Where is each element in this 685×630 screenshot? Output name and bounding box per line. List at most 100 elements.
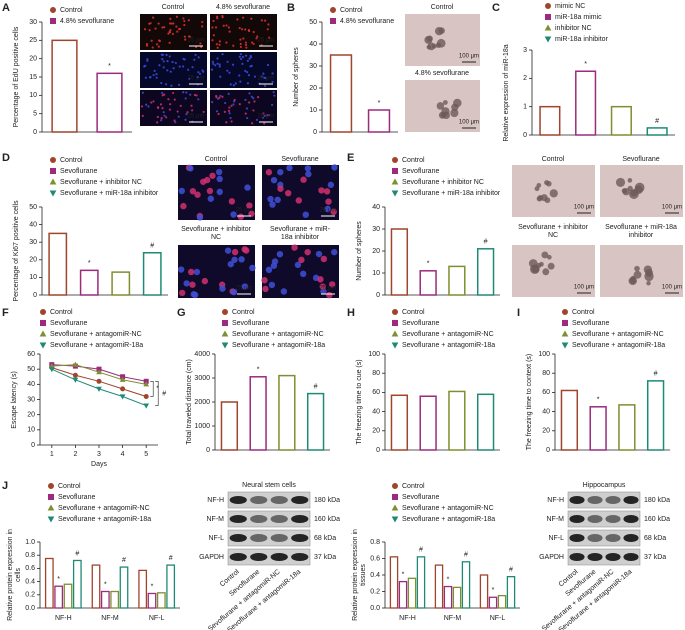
blot-band bbox=[569, 553, 585, 561]
blot-strip bbox=[567, 491, 641, 509]
panel-letter: A bbox=[2, 2, 10, 14]
cell-dot bbox=[260, 19, 263, 22]
blot-band bbox=[291, 534, 309, 542]
cell-dot bbox=[160, 117, 163, 120]
cell-dot bbox=[239, 42, 242, 46]
cell-dot bbox=[239, 38, 242, 41]
cell-dot bbox=[190, 104, 193, 107]
cell-dot bbox=[256, 35, 259, 38]
cell-dot bbox=[274, 196, 281, 204]
cell-dot bbox=[140, 105, 144, 108]
sphere-cell bbox=[541, 251, 549, 259]
cell-dot bbox=[263, 84, 267, 87]
cell-dot bbox=[247, 29, 251, 33]
blot-band bbox=[270, 496, 288, 504]
legend-label: Sevoflurane + miR-18a inhibitor bbox=[402, 190, 501, 197]
legend-label: 4.8% sevoflurane bbox=[60, 18, 114, 25]
significance-mark: * bbox=[257, 367, 260, 374]
cell-dot bbox=[231, 63, 235, 66]
cell-dot bbox=[233, 100, 236, 103]
cell-dot bbox=[246, 82, 250, 85]
cell-dot bbox=[214, 26, 218, 29]
cell-dot bbox=[201, 20, 204, 24]
cell-dot bbox=[272, 91, 275, 94]
cell-dot bbox=[300, 270, 307, 278]
x-tick-label: 3 bbox=[97, 451, 101, 458]
y-tick-label: 10 bbox=[309, 107, 317, 114]
bar bbox=[138, 569, 148, 609]
cell-dot bbox=[168, 22, 172, 25]
legend-marker bbox=[561, 330, 569, 337]
bar bbox=[249, 376, 267, 451]
x-tick-label: NF-M bbox=[444, 615, 462, 622]
significance-mark: * bbox=[492, 587, 495, 594]
blot-band bbox=[229, 534, 247, 542]
cell-dot bbox=[222, 24, 225, 27]
legend-marker bbox=[222, 309, 228, 315]
sphere-cell bbox=[442, 100, 448, 105]
cell-dot bbox=[168, 108, 172, 111]
micrograph-label: Sevoflurane bbox=[622, 156, 660, 163]
sphere-cell bbox=[436, 102, 445, 110]
legend-label: Control bbox=[50, 309, 73, 316]
cell-dot bbox=[187, 35, 191, 38]
cell-dot bbox=[250, 95, 253, 98]
bar bbox=[646, 380, 665, 451]
blot-band bbox=[623, 534, 639, 542]
blot-row-label: GAPDH bbox=[199, 554, 224, 561]
cell-dot bbox=[183, 19, 186, 23]
legend-marker bbox=[50, 157, 56, 163]
bar bbox=[476, 248, 495, 296]
y-axis-label: Percentage of EdU positive cells bbox=[13, 26, 20, 128]
bar bbox=[646, 127, 668, 136]
bar bbox=[419, 270, 437, 296]
scale-bar-label: 25 μm bbox=[188, 114, 205, 120]
bar bbox=[72, 559, 82, 609]
y-axis-label: Total traveled distance (cm) bbox=[186, 359, 193, 445]
legend-label: Sevoflurane + antagomiR-NC bbox=[402, 505, 494, 512]
bar bbox=[476, 393, 495, 451]
blot-band bbox=[587, 534, 603, 542]
y-tick-label: 0.8 bbox=[25, 552, 35, 559]
cell-dot bbox=[273, 94, 276, 97]
blot-strip bbox=[227, 548, 311, 566]
cell-dot bbox=[216, 17, 219, 20]
significance-mark: # bbox=[169, 555, 173, 562]
sphere-cell bbox=[450, 108, 459, 118]
point bbox=[96, 386, 102, 392]
cell-dot bbox=[188, 77, 191, 81]
significance-mark: * bbox=[427, 261, 430, 268]
blot-band bbox=[587, 515, 603, 523]
bar bbox=[79, 269, 99, 296]
cell-dot bbox=[150, 101, 153, 104]
bar bbox=[506, 576, 516, 609]
cell-dot bbox=[157, 45, 160, 48]
cell-dot bbox=[193, 268, 201, 276]
y-tick-label: 0.8 bbox=[370, 539, 380, 546]
significance-mark: # bbox=[484, 239, 488, 246]
y-tick-label: 0.4 bbox=[370, 572, 380, 579]
cell-dot bbox=[156, 121, 159, 124]
cell-dot bbox=[218, 43, 221, 46]
cell-dot bbox=[245, 71, 249, 74]
y-tick-label: 10 bbox=[29, 92, 37, 99]
panel-letter: G bbox=[177, 307, 186, 319]
y-tick-label: 0 bbox=[546, 447, 550, 454]
bar bbox=[560, 389, 579, 451]
legend-label: Sevoflurane bbox=[60, 168, 97, 175]
cell-dot bbox=[175, 15, 179, 18]
panel-letter: B bbox=[287, 2, 295, 14]
cell-dot bbox=[315, 250, 323, 258]
legend-label: Sevoflurane + antagomiR-NC bbox=[572, 331, 664, 338]
legend-marker bbox=[50, 7, 56, 13]
blot-band bbox=[569, 496, 585, 504]
cell-dot bbox=[191, 291, 199, 299]
cell-dot bbox=[189, 188, 197, 195]
legend-marker bbox=[221, 330, 229, 337]
cell-dot bbox=[171, 32, 174, 36]
legend-label: Sevoflurane + antagomiR-18a bbox=[402, 342, 495, 349]
y-tick-label: 60 bbox=[27, 351, 35, 358]
cell-dot bbox=[162, 66, 165, 69]
y-tick-label: 80 bbox=[372, 370, 380, 377]
y-tick-label: 100 bbox=[538, 351, 550, 358]
